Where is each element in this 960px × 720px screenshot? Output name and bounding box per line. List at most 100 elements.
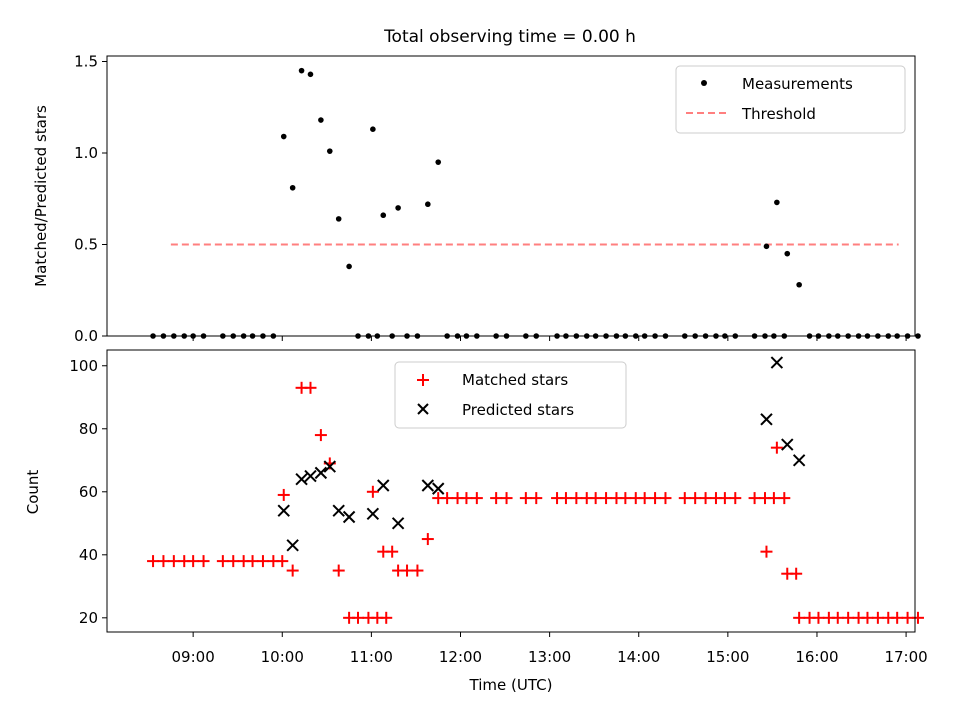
- predicted-star-point: [391, 517, 405, 530]
- legend-predicted-label: Predicted stars: [462, 401, 574, 419]
- predicted-star-point: [314, 466, 328, 480]
- matched-star-point: [500, 492, 513, 505]
- legend-matched-marker: [417, 374, 429, 386]
- y-tick-label: 1.0: [74, 144, 98, 162]
- matched-star-point: [729, 492, 742, 505]
- measurement-point: [298, 67, 305, 74]
- predicted-star-point: [377, 479, 390, 492]
- matched-star-point: [216, 555, 229, 568]
- predicted-star-point: [770, 356, 784, 369]
- matched-star-point: [380, 611, 393, 624]
- matched-star-point: [147, 555, 160, 568]
- matched-star-point: [589, 492, 602, 505]
- matched-star-point: [276, 555, 289, 568]
- matched-star-point: [401, 564, 414, 577]
- legend-threshold-label: Threshold: [741, 105, 816, 123]
- matched-star-point: [659, 492, 672, 505]
- predicted-star-point: [286, 539, 299, 552]
- measurement-point: [763, 243, 770, 250]
- matched-star-point: [793, 611, 806, 624]
- bottom-legend-frame: [394, 361, 627, 429]
- bottom-panel: 20 40 60 80 100 09:00 10:00 11:00 12:00 13:00 14:…: [24, 349, 928, 694]
- matched-star-point: [366, 485, 379, 498]
- matched-star-point: [167, 555, 180, 568]
- x-tick-label: 17:00: [884, 648, 927, 666]
- measurement-point: [435, 159, 442, 165]
- x-tick-label: 09:00: [172, 648, 215, 666]
- x-tick-label: 11:00: [350, 648, 393, 666]
- y-tick-label: 20: [79, 609, 98, 627]
- measurement-point: [326, 148, 333, 154]
- matched-star-point: [778, 492, 791, 505]
- measurement-point: [380, 212, 387, 219]
- predicted-star-point: [277, 504, 290, 517]
- matched-star-point: [842, 611, 855, 624]
- matched-star-point: [891, 611, 904, 624]
- x-tick-label: 16:00: [795, 648, 838, 666]
- matched-star-point: [352, 611, 365, 624]
- matched-star-point: [911, 611, 924, 624]
- matched-star-point: [386, 545, 399, 558]
- matched-star-point: [460, 492, 473, 505]
- y-tick-label: 100: [69, 357, 98, 375]
- predicted-star-point: [366, 507, 380, 521]
- matched-star-point: [718, 492, 731, 505]
- matched-star-point: [246, 555, 259, 568]
- predicted-star-point: [342, 510, 356, 524]
- bottom-y-ticks: 20 40 60 80 100: [69, 357, 107, 627]
- y-tick-label: 60: [79, 483, 98, 501]
- measurement-point: [335, 216, 342, 222]
- legend-measurements-marker: [701, 80, 707, 86]
- measurement-point: [395, 205, 401, 211]
- matched-star-point: [901, 611, 914, 624]
- matched-star-point: [600, 492, 613, 505]
- top-legend: Measurements Threshold: [675, 65, 906, 134]
- matched-star-point: [649, 492, 662, 505]
- top-plot-area: [150, 67, 921, 339]
- matched-star-point: [760, 545, 773, 558]
- bottom-plot-area: [147, 356, 924, 624]
- matched-star-point: [530, 492, 543, 505]
- top-axes-frame: [106, 55, 916, 337]
- predicted-star-point: [781, 438, 794, 451]
- measurement-point: [289, 184, 296, 191]
- matched-star-point: [559, 492, 572, 505]
- matched-star-point: [678, 492, 691, 505]
- matched-star-point: [277, 488, 290, 501]
- matched-star-point: [470, 492, 483, 505]
- measurement-point: [346, 263, 352, 270]
- measurement-point: [784, 250, 791, 257]
- y-tick-label: 0.0: [74, 327, 98, 345]
- matched-star-point: [767, 492, 780, 505]
- measurement-point: [280, 133, 287, 140]
- legend-predicted-marker: [417, 403, 429, 415]
- predicted-star-point: [332, 504, 345, 517]
- y-tick-label: 1.5: [74, 52, 98, 70]
- predicted-star-point: [760, 413, 773, 426]
- matched-star-point: [314, 429, 327, 442]
- top-panel: 0.0 0.5 1.0 1.5 Matched/Predicted stars Mea…: [32, 52, 921, 345]
- legend-measurements-label: Measurements: [742, 75, 853, 93]
- chart-title: Total observing time = 0.00 h: [383, 27, 636, 47]
- matched-star-point: [286, 564, 299, 577]
- y-tick-label: 0.5: [74, 235, 98, 253]
- measurement-point: [774, 199, 780, 206]
- matched-star-point: [689, 492, 702, 505]
- top-y-axis-label: Matched/Predicted stars: [32, 105, 50, 287]
- matched-star-point: [256, 555, 269, 568]
- x-tick-label: 10:00: [261, 648, 304, 666]
- measurement-point: [915, 333, 921, 339]
- matched-star-point: [304, 381, 317, 394]
- y-tick-label: 40: [79, 546, 98, 564]
- matched-star-point: [197, 555, 210, 568]
- y-tick-label: 80: [79, 420, 98, 438]
- measurement-point: [370, 126, 376, 133]
- matched-star-point: [638, 492, 651, 505]
- matched-star-point: [441, 492, 454, 505]
- matched-star-point: [790, 567, 803, 580]
- matched-star-point: [490, 492, 503, 505]
- bottom-legend: Matched stars Predicted stars: [394, 361, 627, 429]
- top-y-ticks: 0.0 0.5 1.0 1.5: [74, 52, 107, 345]
- top-legend-frame: [675, 65, 906, 134]
